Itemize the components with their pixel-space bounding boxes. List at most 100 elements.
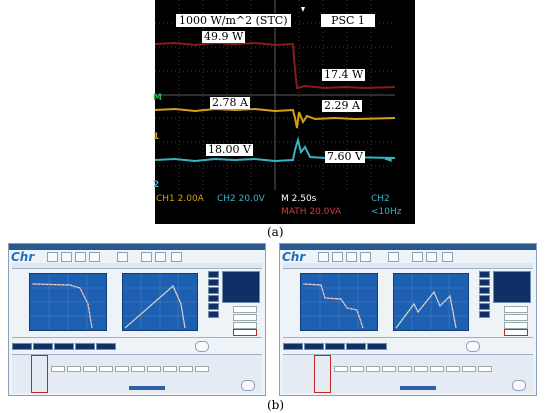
oscilloscope-display: M 1 2 ◄ 1000 W/m^2 (STC) PSC 1 49.9 W 17… [153,0,415,224]
right-title-bar [280,244,536,250]
right-control-input-8[interactable] [446,366,460,372]
right-control-input-3[interactable] [366,366,380,372]
current-trace [155,107,395,129]
ch1-scale: CH1 2.00A [156,194,204,204]
left-readout-6 [208,311,219,318]
right-control-input-9[interactable] [462,366,476,372]
power-after-value: 17.4 W [322,68,366,81]
left-control-input-4[interactable] [99,366,113,372]
right-value-field-2[interactable] [504,314,528,321]
scope-graticule [155,0,395,190]
right-value-field-1[interactable] [504,306,528,313]
power-before-value: 49.9 W [202,30,246,43]
right-readout-1 [479,271,490,278]
right-toolbar-button-5[interactable] [388,252,399,262]
right-param-field-5 [367,343,387,350]
right-control-input-5[interactable] [398,366,412,372]
right-run-button[interactable] [512,380,526,391]
right-iv-curve-plot [300,273,378,331]
left-param-field-2 [33,343,53,350]
right-toolbar-button-7[interactable] [426,252,437,262]
left-iv-curve-graph [30,274,106,330]
right-toolbar [318,252,528,262]
current-after-value: 2.29 A [322,99,362,112]
left-control-input-2[interactable] [67,366,81,372]
left-control-input-9[interactable] [179,366,193,372]
left-toolbar [47,252,257,262]
right-divider [283,337,533,338]
right-toolbar-button-3[interactable] [346,252,357,262]
left-iv-curve-plot [29,273,107,331]
right-control-input-6[interactable] [414,366,428,372]
left-readout-2 [208,279,219,286]
left-tab-bar [12,263,262,269]
left-highlighted-value-field[interactable] [233,329,257,336]
right-highlighted-value-field[interactable] [504,329,528,336]
left-app-logo: Chr [11,250,35,264]
right-summary-table [493,271,531,303]
left-value-field-1[interactable] [233,306,257,313]
right-control-input-4[interactable] [382,366,396,372]
left-param-field-5 [96,343,116,350]
right-pv-curve-plot [393,273,469,331]
right-param-field-2 [304,343,324,350]
left-toolbar-button-7[interactable] [155,252,166,262]
left-value-field-2[interactable] [233,314,257,321]
left-toolbar-button-8[interactable] [171,252,182,262]
ch1-marker: 1 [153,132,160,142]
right-value-field-3[interactable] [504,322,528,329]
ch2-offset-marker-icon: ◄ [384,154,392,165]
left-value-field-3[interactable] [233,322,257,329]
left-control-input-7[interactable] [147,366,161,372]
left-pv-curve-plot [122,273,198,331]
irradiance-label: 1000 W/m^2 (STC) [175,13,292,28]
math-scale: MATH 20.0VA [281,207,342,217]
right-app-logo: Chr [282,250,306,264]
left-control-input-6[interactable] [131,366,145,372]
right-tab-bar [283,263,533,269]
left-control-input-3[interactable] [83,366,97,372]
left-control-input-5[interactable] [115,366,129,372]
psc-label: PSC 1 [320,13,376,28]
right-control-input-1[interactable] [334,366,348,372]
right-toolbar-button-1[interactable] [318,252,329,262]
math-channel-marker: M [153,93,162,103]
left-toolbar-button-2[interactable] [61,252,72,262]
ch2-marker: 2 [153,180,160,190]
right-control-input-2[interactable] [350,366,364,372]
trigger-frequency: <10Hz [371,207,402,217]
right-app-window: Chr [279,243,537,396]
right-toolbar-button-2[interactable] [332,252,343,262]
voltage-before-value: 18.00 V [206,143,253,156]
timebase: M 2.50s [281,194,317,204]
left-toolbar-button-5[interactable] [117,252,128,262]
left-param-field-4 [75,343,95,350]
right-highlighted-control-column[interactable] [314,355,331,393]
right-toolbar-button-6[interactable] [412,252,423,262]
left-toolbar-button-6[interactable] [141,252,152,262]
voltage-trace [155,136,395,163]
left-control-input-8[interactable] [163,366,177,372]
left-run-button[interactable] [241,380,255,391]
power-trace [155,41,395,90]
left-dial-button[interactable] [195,341,209,352]
left-control-input-1[interactable] [51,366,65,372]
ch2-trigger-source: CH2 [371,194,390,204]
left-app-window: Chr [8,243,266,396]
left-control-input-10[interactable] [195,366,209,372]
left-highlighted-control-column[interactable] [31,355,48,393]
right-param-field-1 [283,343,303,350]
left-divider [12,337,262,338]
left-readout-3 [208,287,219,294]
left-pv-curve-graph [123,274,197,330]
right-dial-button[interactable] [466,341,480,352]
left-toolbar-button-1[interactable] [47,252,58,262]
left-toolbar-button-3[interactable] [75,252,86,262]
ch2-scale: CH2 20.0V [217,194,265,204]
left-toolbar-button-4[interactable] [89,252,100,262]
left-readout-1 [208,271,219,278]
right-toolbar-button-8[interactable] [442,252,453,262]
right-toolbar-button-4[interactable] [360,252,371,262]
right-control-input-7[interactable] [430,366,444,372]
right-control-input-10[interactable] [478,366,492,372]
